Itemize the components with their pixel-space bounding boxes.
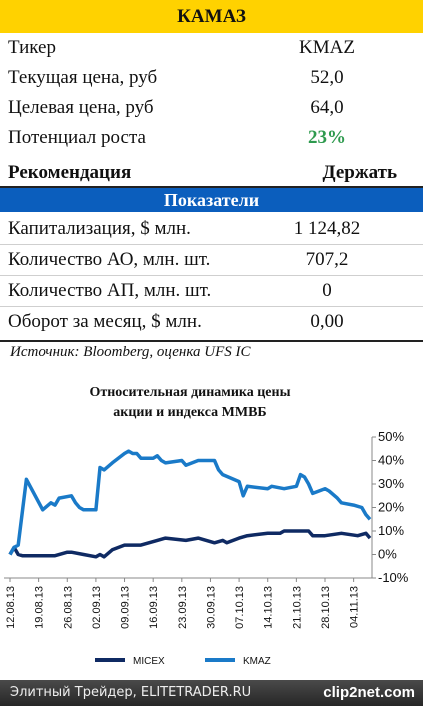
table-row: Целевая цена, руб 64,0 <box>0 93 423 123</box>
x-tick-label: 19.08.13 <box>34 586 46 629</box>
x-tick-label: 21.10.13 <box>291 586 303 629</box>
x-tick-label: 28.10.13 <box>320 586 332 629</box>
chart-title: акции и индекса ММВБ <box>113 405 266 420</box>
chart: Относительная динамика цены акции и инде… <box>4 385 409 667</box>
row-label: Потенциал роста <box>8 127 146 148</box>
chart-title: Относительная динамика цены <box>89 385 290 400</box>
row-label: Текущая цена, руб <box>8 67 158 88</box>
y-tick-label: 30% <box>378 476 404 491</box>
row-value: 0 <box>322 280 332 301</box>
footer: Элитный Трейдер, ELITETRADER.RU clip2net… <box>0 680 423 706</box>
x-tick-label: 16.09.13 <box>148 586 160 629</box>
recommendation-row: Рекомендация Держать <box>0 159 423 188</box>
x-tick-label: 30.09.13 <box>205 586 217 629</box>
logo[interactable]: clip2net.com <box>323 684 415 701</box>
row-value: 0,00 <box>310 311 344 332</box>
row-value: 23% <box>308 127 346 148</box>
row-value: 1 124,82 <box>293 218 361 239</box>
row-value: 707,2 <box>305 249 349 270</box>
row-label: Количество АО, млн. шт. <box>8 249 211 270</box>
divider <box>0 340 423 342</box>
row-value: Держать <box>322 162 397 183</box>
row-label: Рекомендация <box>8 162 132 183</box>
footer-text: Элитный Трейдер, ELITETRADER.RU <box>10 685 252 700</box>
table-row: Оборот за месяц, $ млн. 0,00 <box>0 307 423 337</box>
legend-label: MICEX <box>133 656 165 667</box>
y-tick-label: 40% <box>378 453 404 468</box>
series-line <box>8 449 372 556</box>
table-row: Потенциал роста 23% <box>0 123 423 153</box>
x-tick-label: 04.11.13 <box>349 586 361 628</box>
x-tick-label: 23.09.13 <box>177 586 189 629</box>
series-line <box>8 529 372 559</box>
table-row: Капитализация, $ млн. 1 124,82 <box>0 214 423 245</box>
row-value: KMAZ <box>299 37 355 58</box>
y-tick-label: -10% <box>378 570 409 585</box>
x-tick-label: 26.08.13 <box>62 586 74 629</box>
row-value: 52,0 <box>310 67 344 88</box>
x-tick-label: 02.09.13 <box>91 586 103 629</box>
row-label: Тикер <box>8 37 56 58</box>
table-row: Количество АП, млн. шт. 0 <box>0 276 423 307</box>
x-tick-label: 14.10.13 <box>263 586 275 629</box>
y-tick-label: 0% <box>378 547 397 562</box>
row-label: Капитализация, $ млн. <box>8 218 191 239</box>
row-value: 64,0 <box>310 97 344 118</box>
table-row: Тикер KMAZ <box>0 33 423 63</box>
legend-label: KMAZ <box>243 656 271 667</box>
table-row: Количество АО, млн. шт. 707,2 <box>0 245 423 276</box>
x-tick-label: 09.09.13 <box>120 586 132 629</box>
x-tick-label: 12.08.13 <box>5 586 17 629</box>
y-tick-label: 20% <box>378 500 404 515</box>
row-label: Количество АП, млн. шт. <box>8 280 212 301</box>
source-note: Источник: Bloomberg, оценка UFS IC <box>10 344 251 360</box>
y-tick-label: 50% <box>378 429 404 444</box>
table-row: Текущая цена, руб 52,0 <box>0 63 423 93</box>
y-tick-label: 10% <box>378 523 404 538</box>
title-bar: КАМАЗ <box>0 0 423 33</box>
section-header: Показатели <box>0 188 423 212</box>
x-tick-label: 07.10.13 <box>234 586 246 629</box>
row-label: Оборот за месяц, $ млн. <box>8 311 202 332</box>
row-label: Целевая цена, руб <box>8 97 154 118</box>
